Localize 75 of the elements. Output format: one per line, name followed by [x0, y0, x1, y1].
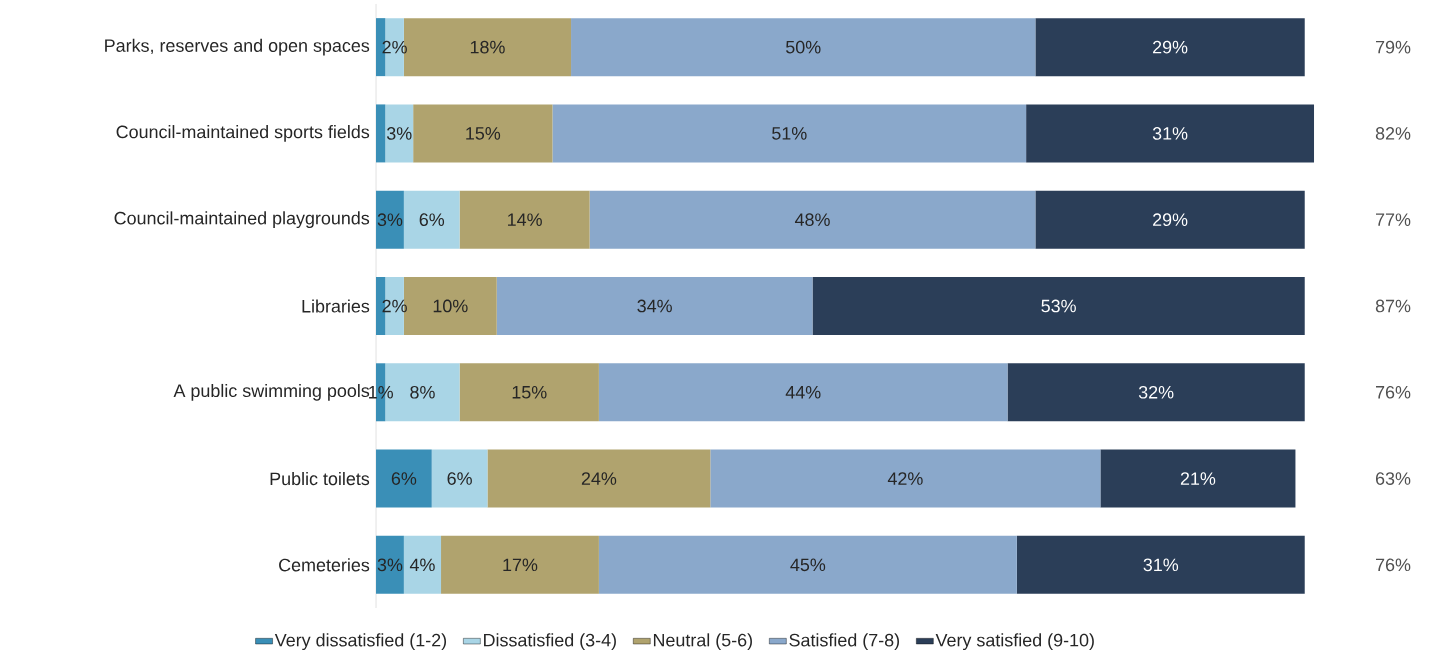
data-label: 48%	[794, 213, 830, 227]
data-label: 34%	[637, 299, 672, 313]
data-label: 8%	[410, 385, 435, 399]
bar	[403, 190, 460, 249]
text: 77%	[1376, 213, 1411, 226]
bar	[376, 449, 432, 508]
data-label: 42%	[887, 472, 923, 485]
data-label: 3%	[377, 558, 403, 572]
data-label: 3%	[386, 127, 412, 140]
data-label: 29%	[1153, 213, 1188, 227]
text: 63%	[1375, 472, 1411, 485]
y-tick-label: Parks, reserves and open spaces	[105, 38, 370, 56]
data-label: 14%	[508, 213, 542, 226]
bar	[1035, 18, 1305, 77]
data-label: 45%	[790, 558, 826, 572]
data-label: 50%	[786, 40, 821, 54]
y-tick-label: A public swimming pools	[173, 383, 370, 401]
text: 79%	[1376, 40, 1411, 54]
text: 87%	[1375, 299, 1411, 313]
bar	[598, 363, 1008, 422]
data-label: 31%	[1143, 558, 1179, 572]
y-tick-label: Public toilets	[270, 471, 370, 486]
data-label: 15%	[466, 127, 501, 140]
data-label: 6%	[419, 213, 445, 227]
bar	[552, 104, 1027, 163]
data-label: 10%	[433, 299, 468, 313]
y-tick-label: Council-maintained sports fields	[116, 125, 370, 142]
data-label: 15%	[512, 385, 547, 399]
data-label: 32%	[1138, 385, 1174, 399]
legend-label: Neutral (5-6)	[653, 633, 752, 651]
bar	[589, 190, 1036, 249]
bar	[812, 276, 1305, 335]
bar	[1007, 363, 1305, 422]
bar	[459, 190, 590, 249]
legend-label: Dissatisfied (3-4)	[484, 633, 616, 651]
data-label: 29%	[1153, 40, 1188, 54]
bar	[1016, 535, 1305, 594]
data-label: 53%	[1041, 299, 1076, 313]
legend-label: Satisfied (7-8)	[789, 633, 900, 651]
data-label: 21%	[1180, 472, 1216, 485]
data-label: 31%	[1152, 127, 1188, 140]
text: 82%	[1375, 127, 1411, 140]
bar	[431, 449, 488, 508]
data-label: 24%	[581, 472, 617, 485]
data-label: 4%	[409, 558, 435, 572]
bar	[385, 104, 414, 163]
bar	[376, 104, 386, 163]
bar	[1100, 449, 1296, 508]
y-tick-label: Cemeteries	[279, 558, 370, 572]
data-label: 18%	[470, 40, 505, 54]
data-label: 51%	[772, 127, 807, 140]
bar	[598, 535, 1017, 594]
bar	[487, 449, 711, 508]
bar	[376, 535, 404, 594]
data-label: 3%	[377, 213, 403, 227]
bar	[441, 535, 599, 594]
data-label: 6%	[391, 472, 417, 485]
y-tick-label: Libraries	[302, 299, 370, 313]
bar	[459, 363, 599, 422]
y-tick-label: Council-maintained playgrounds	[114, 211, 370, 229]
data-label: 17%	[503, 558, 538, 572]
bar	[413, 104, 553, 163]
bar	[496, 276, 813, 335]
text: 76%	[1376, 558, 1411, 572]
bar	[571, 18, 1036, 77]
text: 76%	[1376, 385, 1411, 399]
data-label: 44%	[785, 385, 821, 399]
bar	[376, 190, 404, 249]
legend-label: Very dissatisfied (1-2)	[274, 633, 447, 651]
bar	[1035, 190, 1305, 249]
bar	[403, 535, 442, 594]
bar	[710, 449, 1101, 508]
data-label: 6%	[447, 472, 472, 485]
bar	[1026, 104, 1315, 163]
legend-label: Very satisfied (9-10)	[935, 633, 1094, 651]
